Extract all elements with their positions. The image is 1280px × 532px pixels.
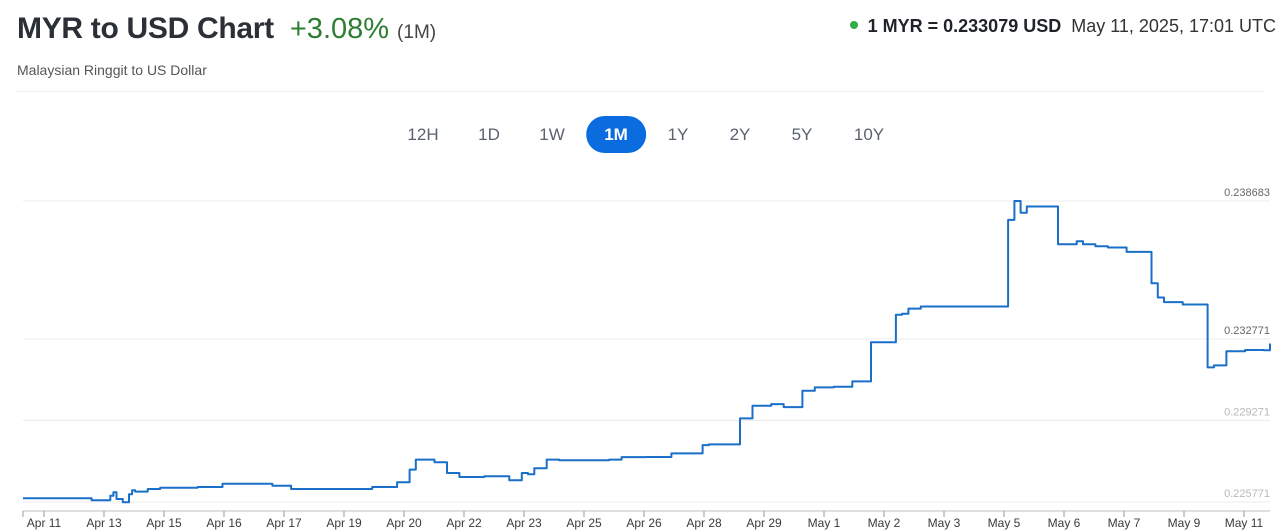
live-indicator-icon [849, 21, 858, 29]
x-tick-label: Apr 11 [27, 516, 62, 530]
x-tick-label: Apr 29 [746, 516, 782, 530]
tab-1y[interactable]: 1Y [667, 125, 689, 144]
x-tick-label: Apr 28 [686, 516, 722, 530]
page-title: MYR to USD Chart [17, 12, 274, 45]
y-tick-label: 0.225771 [1224, 488, 1270, 500]
x-tick-label: Apr 20 [386, 516, 422, 530]
x-tick-label: May 5 [988, 516, 1021, 530]
x-tick-label: Apr 15 [146, 516, 182, 530]
x-tick-label: May 11 [1225, 516, 1264, 530]
x-tick-label: Apr 25 [566, 516, 602, 530]
x-tick-label: May 3 [928, 516, 961, 530]
header: MYR to USD Chart +3.08% (1M) Malaysian R… [17, 10, 1280, 80]
y-tick-label: 0.229271 [1224, 406, 1270, 418]
tab-12h[interactable]: 12H [407, 125, 439, 144]
rate-value: 1 MYR = 0.233079 USD [867, 16, 1062, 36]
x-tick-label: Apr 17 [266, 516, 302, 530]
x-tick-label: May 1 [808, 516, 841, 530]
x-tick-label: Apr 16 [206, 516, 242, 530]
exchange-rate-chart: 0.238683 0.232771 0.229271 0.225771 Apr 11 Ap… [22, 187, 1271, 530]
x-tick-label: May 6 [1048, 516, 1081, 530]
x-tick-label: Apr 19 [326, 516, 362, 530]
rate-timestamp: May 11, 2025, 17:01 UTC [1071, 16, 1276, 36]
tab-1m[interactable]: 1M [586, 116, 646, 153]
change-percent: +3.08% [289, 13, 390, 45]
x-tick-label: Apr 26 [626, 516, 662, 530]
x-tick-label: May 9 [1168, 516, 1201, 530]
change-period: (1M) [397, 22, 437, 43]
header-divider [17, 91, 1263, 92]
tab-5y[interactable]: 5Y [791, 125, 813, 144]
x-tick-label: May 7 [1108, 516, 1141, 530]
x-tick-label: Apr 22 [446, 516, 482, 530]
x-tick-label: May 2 [868, 516, 901, 530]
tab-2y[interactable]: 2Y [729, 125, 751, 144]
tab-10y[interactable]: 10Y [853, 125, 885, 144]
y-tick-label: 0.238683 [1224, 187, 1270, 199]
tab-1w[interactable]: 1W [539, 125, 565, 144]
current-rate: 1 MYR = 0.233079 USD May 11, 2025, 17:01… [849, 16, 1276, 37]
time-range-tabs: 12H 1D 1W 1M 1Y 2Y 5Y 10Y [0, 116, 1280, 154]
y-tick-label: 0.232771 [1224, 325, 1270, 337]
title-row: MYR to USD Chart +3.08% (1M) [17, 12, 436, 46]
x-tick-label: Apr 13 [86, 516, 122, 530]
x-tick-label: Apr 23 [506, 516, 542, 530]
tab-1d[interactable]: 1D [478, 125, 500, 144]
series-line [23, 200, 1271, 504]
page-subtitle: Malaysian Ringgit to US Dollar [17, 62, 207, 78]
